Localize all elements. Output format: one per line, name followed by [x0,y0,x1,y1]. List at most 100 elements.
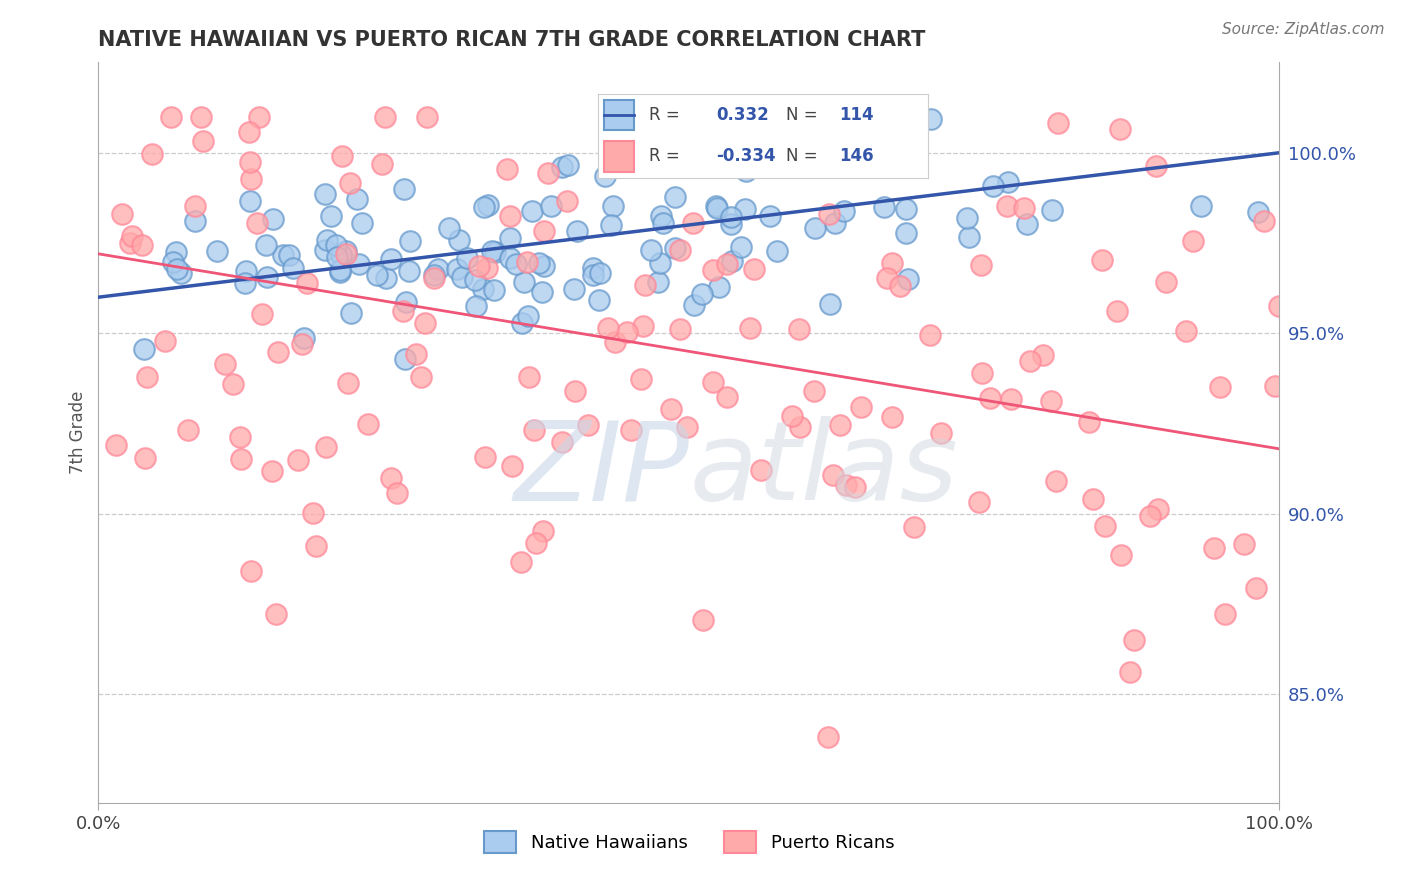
Point [184,199,207,213]
Point [997,175,1019,189]
Point [1253,213,1275,227]
Point [283,260,305,275]
Point [562,282,585,296]
Point [903,520,925,534]
Point [588,293,610,308]
Text: N =: N = [786,147,817,165]
Point [824,216,846,230]
Point [1077,416,1099,430]
Point [415,316,437,330]
Point [474,450,496,465]
Point [177,423,200,437]
Point [820,110,842,124]
Point [315,233,337,247]
Point [335,247,357,261]
Point [1233,536,1256,550]
Text: NATIVE HAWAIIAN VS PUERTO RICAN 7TH GRADE CORRELATION CHART: NATIVE HAWAIIAN VS PUERTO RICAN 7TH GRAD… [98,29,925,50]
Point [238,125,260,139]
Point [302,506,325,520]
Point [603,334,626,349]
Text: N =: N = [786,106,817,124]
Point [972,366,994,380]
Point [740,320,762,334]
Point [446,262,468,277]
Point [1045,474,1067,488]
Point [464,299,486,313]
Point [721,254,744,268]
Point [1244,581,1267,595]
Point [221,377,243,392]
Point [121,229,143,244]
Point [720,217,742,231]
Point [346,192,368,206]
Point [484,244,506,259]
Point [512,275,534,289]
Point [981,178,1004,193]
Point [207,244,229,258]
Point [749,463,772,477]
Point [501,459,523,474]
Point [422,271,444,285]
Point [823,468,845,483]
Point [721,158,744,172]
Point [510,555,533,569]
Point [475,260,498,275]
Point [328,264,350,278]
Point [803,221,825,235]
Point [676,419,699,434]
Legend: Native Hawaiians, Puerto Ricans: Native Hawaiians, Puerto Ricans [477,824,901,861]
Point [477,197,499,211]
Point [262,464,284,478]
Point [233,276,256,290]
Point [499,251,522,265]
Point [1189,199,1212,213]
Point [896,227,918,241]
Point [330,149,353,163]
Point [956,211,979,226]
Point [706,201,728,215]
Point [734,202,756,216]
Text: 146: 146 [839,147,873,165]
Point [256,270,278,285]
Point [1119,665,1142,679]
Point [1175,324,1198,338]
Point [865,152,887,166]
Point [214,357,236,371]
Text: atlas: atlas [689,417,957,523]
Point [380,470,402,484]
Point [589,266,612,280]
Point [495,161,517,176]
Point [159,110,181,124]
Point [1144,159,1167,173]
Point [523,423,546,437]
Text: R =: R = [648,106,679,124]
Point [599,218,621,232]
Point [464,273,486,287]
Point [392,304,415,318]
Point [1019,353,1042,368]
Point [510,316,533,330]
Point [505,257,527,271]
Y-axis label: 7th Grade: 7th Grade [69,391,87,475]
Point [664,190,686,204]
Point [170,266,193,280]
Point [305,539,328,553]
Point [481,244,503,259]
Point [692,613,714,627]
Text: 114: 114 [839,106,873,124]
Point [235,264,257,278]
Point [472,201,495,215]
Point [880,256,903,270]
Point [524,535,547,549]
Point [695,124,717,138]
Point [835,478,858,492]
Point [640,244,662,258]
Point [385,486,408,500]
Point [450,270,472,285]
Point [1154,276,1177,290]
Point [716,390,738,404]
Point [1000,392,1022,407]
Point [682,298,704,312]
Point [1032,348,1054,362]
Point [239,172,262,186]
